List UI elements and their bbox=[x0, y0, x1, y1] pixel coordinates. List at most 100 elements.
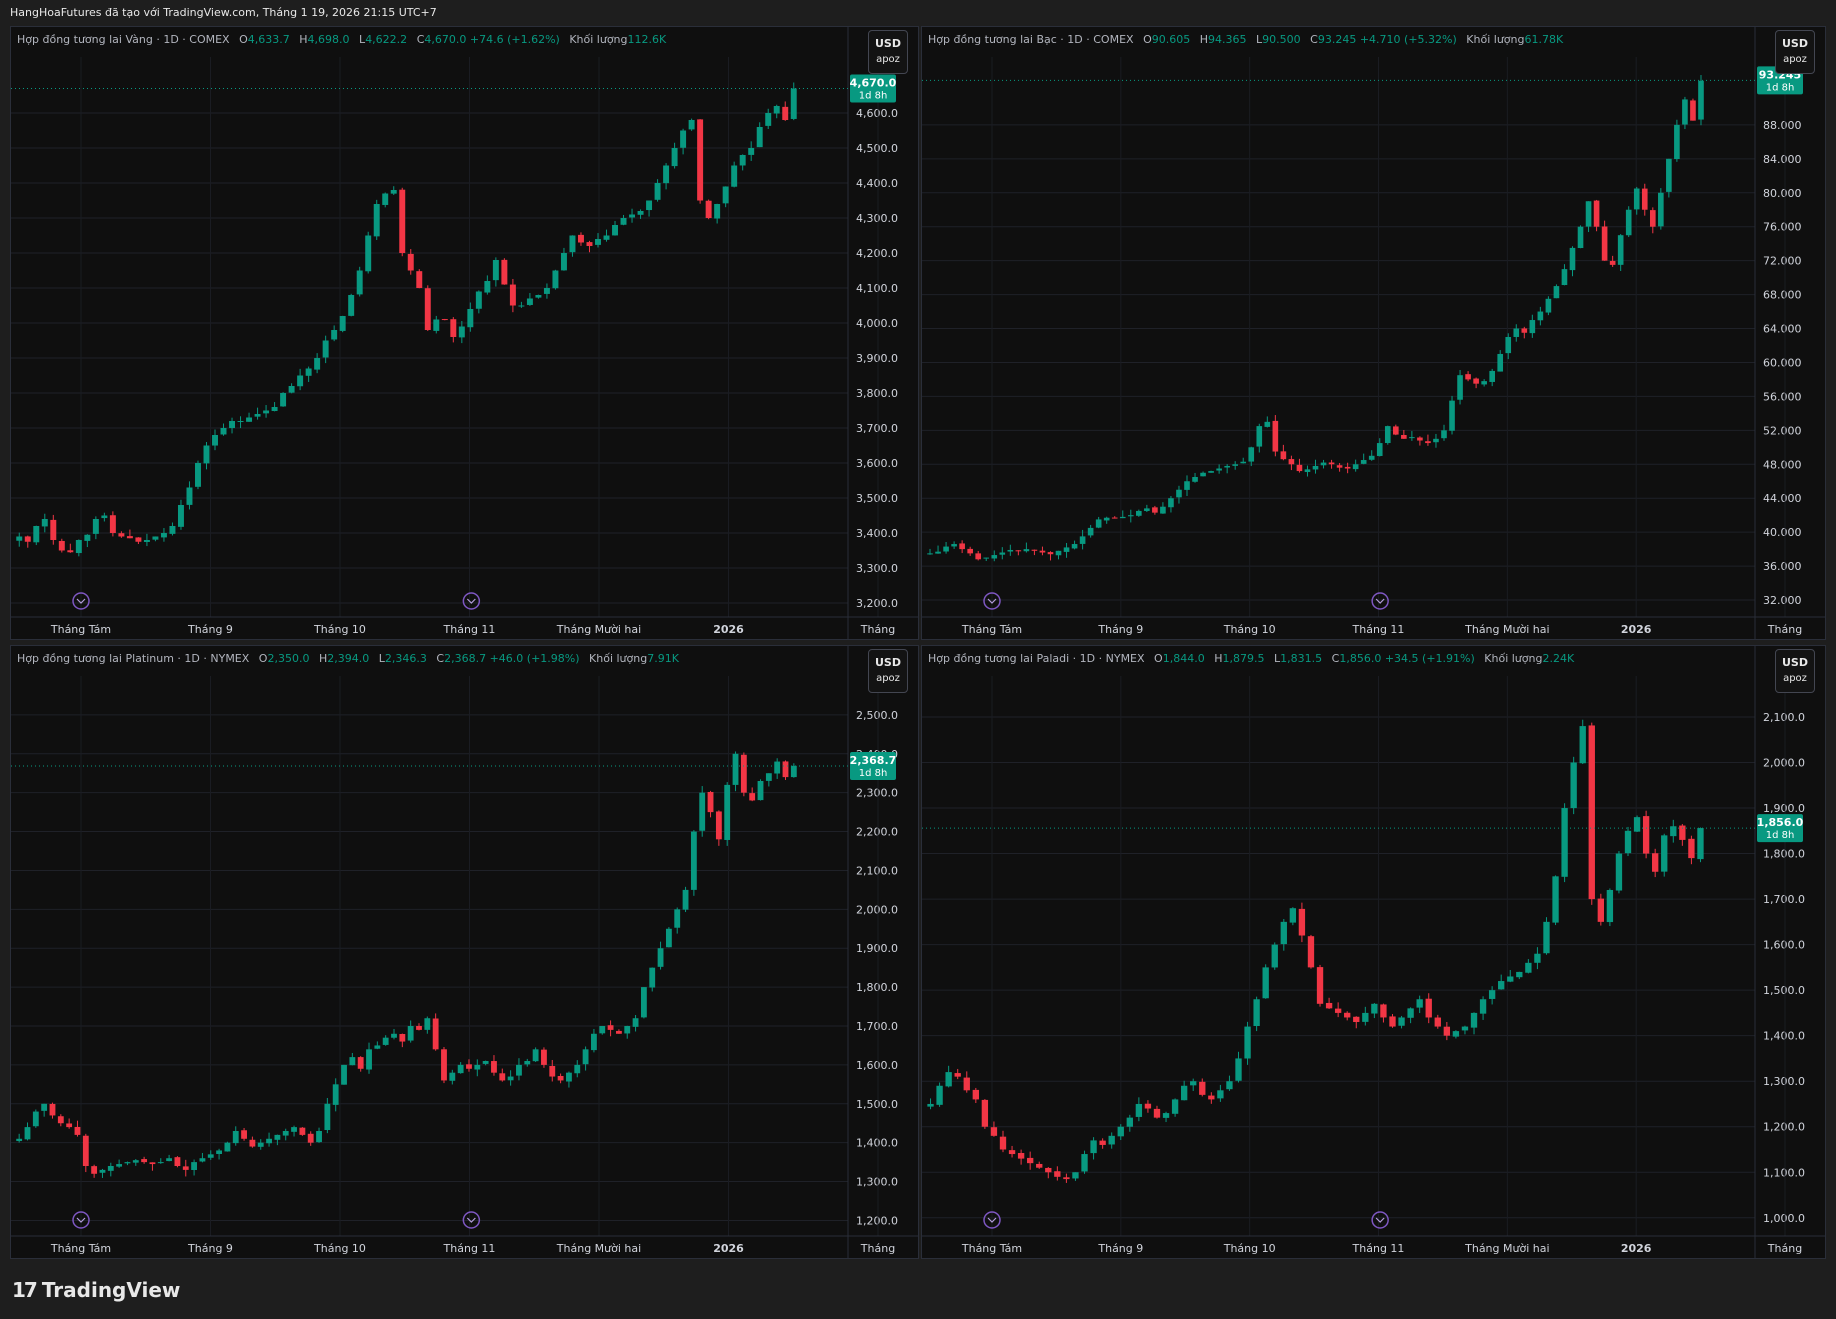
candle bbox=[492, 260, 499, 281]
candle bbox=[1380, 1004, 1387, 1018]
candle bbox=[450, 319, 457, 337]
candle bbox=[1226, 1081, 1233, 1090]
event-marker-icon[interactable] bbox=[462, 592, 481, 610]
currency-button[interactable]: USD apoz bbox=[1775, 30, 1815, 74]
event-marker-icon[interactable] bbox=[983, 592, 1001, 610]
event-marker-icon[interactable] bbox=[983, 1211, 1001, 1229]
candle bbox=[1099, 1140, 1106, 1145]
candle bbox=[1208, 471, 1214, 473]
event-marker-ring bbox=[462, 1211, 481, 1229]
scale-mode-label: apoz bbox=[876, 54, 900, 65]
event-marker-icon[interactable] bbox=[462, 1211, 481, 1229]
candle bbox=[1256, 426, 1263, 447]
candle bbox=[467, 309, 474, 328]
chart-canvas-gold[interactable]: 3,200.0 3,300.0 3,400.0 3,500.0 3,600.0 3,700… bbox=[11, 27, 919, 640]
chart-canvas-palladium[interactable]: 1,000.0 1,100.0 1,200.0 1,300.0 1,400.0 1,500… bbox=[922, 646, 1826, 1259]
y-tick-label: 1,700.0 bbox=[856, 1020, 898, 1033]
candle bbox=[324, 1103, 331, 1130]
candle bbox=[332, 1084, 339, 1105]
candle bbox=[501, 259, 508, 285]
tradingview-logo[interactable]: 17 TradingView bbox=[12, 1278, 180, 1302]
change-value: +74.6 (+1.62%) bbox=[469, 33, 560, 46]
candle bbox=[1119, 516, 1126, 519]
chart-legend: Hợp đồng tương lai Paladi · 1D · NYMEX O… bbox=[928, 652, 1575, 665]
y-tick-label: 3,800.0 bbox=[856, 387, 898, 400]
chart-panel-palladium[interactable]: 1,000.0 1,100.0 1,200.0 1,300.0 1,400.0 1,500… bbox=[921, 645, 1826, 1259]
chart-panel-platinum[interactable]: 1,200.0 1,300.0 1,400.0 1,500.0 1,600.0 1,700… bbox=[10, 645, 919, 1259]
event-marker-icon[interactable] bbox=[1371, 1211, 1389, 1229]
chart-canvas-platinum[interactable]: 1,200.0 1,300.0 1,400.0 1,500.0 1,600.0 1,700… bbox=[11, 646, 919, 1259]
event-marker-ring bbox=[72, 1211, 90, 1229]
candle bbox=[524, 1061, 531, 1065]
candle bbox=[748, 148, 755, 155]
candle bbox=[566, 1072, 572, 1082]
event-marker-icon[interactable] bbox=[72, 1211, 90, 1229]
candle bbox=[299, 1127, 306, 1135]
candle bbox=[543, 288, 550, 294]
chart-panel-silver[interactable]: 32.000 36.000 40.000 44.000 48.000 52.000 56.0… bbox=[921, 26, 1826, 640]
currency-label: USD bbox=[875, 37, 901, 50]
y-tick-label: 1,600.0 bbox=[856, 1059, 898, 1072]
symbol-name[interactable]: Hợp đồng tương lai Bạc · 1D · COMEX bbox=[928, 33, 1134, 46]
candle bbox=[316, 1131, 322, 1143]
candle bbox=[999, 552, 1006, 555]
symbol-name[interactable]: Hợp đồng tương lai Paladi · 1D · NYMEX bbox=[928, 652, 1145, 665]
chart-panel-gold[interactable]: 3,200.0 3,300.0 3,400.0 3,500.0 3,600.0 3,700… bbox=[10, 26, 919, 640]
candle bbox=[1162, 1113, 1170, 1118]
candle bbox=[152, 536, 159, 540]
x-tick-label: Tháng 10 bbox=[313, 623, 366, 636]
candle bbox=[1360, 460, 1367, 464]
event-marker-glyph bbox=[1375, 1217, 1385, 1223]
candle bbox=[1352, 464, 1359, 470]
candle bbox=[1248, 447, 1255, 462]
y-tick-label: 1,700.0 bbox=[1763, 893, 1805, 906]
candle bbox=[1679, 825, 1686, 840]
high-value: 2,394.0 bbox=[327, 652, 370, 665]
candle bbox=[391, 1033, 397, 1038]
candle bbox=[474, 1064, 481, 1070]
candle bbox=[1577, 226, 1584, 249]
x-tick-label: Tháng bbox=[860, 623, 895, 636]
candle bbox=[1425, 441, 1431, 444]
candle bbox=[1690, 100, 1696, 121]
event-marker-icon[interactable] bbox=[72, 592, 90, 610]
symbol-name[interactable]: Hợp đồng tương lai Vàng · 1D · COMEX bbox=[17, 33, 230, 46]
candle bbox=[32, 1111, 39, 1127]
low-value: 1,831.5 bbox=[1280, 652, 1323, 665]
candle bbox=[552, 270, 559, 289]
x-tick-label: Tháng bbox=[1767, 1242, 1802, 1255]
last-price-label-box bbox=[850, 751, 896, 780]
event-marker-icon[interactable] bbox=[1371, 592, 1389, 610]
candle bbox=[1190, 1081, 1197, 1086]
candle bbox=[518, 305, 525, 307]
candle bbox=[433, 319, 440, 331]
y-tick-label: 4,000.0 bbox=[856, 317, 898, 330]
candle bbox=[1652, 853, 1659, 872]
candle bbox=[774, 761, 781, 774]
candle bbox=[1316, 967, 1324, 1004]
candle bbox=[203, 445, 210, 464]
symbol-name[interactable]: Hợp đồng tương lai Platinum · 1D · NYMEX bbox=[17, 652, 250, 665]
chart-canvas-silver[interactable]: 32.000 36.000 40.000 44.000 48.000 52.000 56.0… bbox=[922, 27, 1826, 640]
currency-button[interactable]: USD apoz bbox=[868, 30, 908, 74]
currency-button[interactable]: USD apoz bbox=[1775, 649, 1815, 693]
candle bbox=[731, 165, 738, 187]
candle bbox=[967, 548, 973, 554]
candle bbox=[266, 1138, 272, 1144]
candle bbox=[927, 553, 933, 555]
candle bbox=[1217, 1090, 1224, 1099]
candle bbox=[1244, 1026, 1251, 1059]
candle bbox=[1328, 462, 1335, 465]
candle bbox=[241, 1130, 247, 1139]
low-value: 4,622.2 bbox=[365, 33, 408, 46]
candle bbox=[739, 155, 746, 166]
event-marker-glyph bbox=[76, 1217, 86, 1223]
candle bbox=[457, 1064, 464, 1074]
candle bbox=[1108, 1135, 1115, 1145]
y-tick-label: 3,500.0 bbox=[856, 492, 898, 505]
candle bbox=[1516, 971, 1523, 978]
candle bbox=[509, 284, 516, 306]
currency-button[interactable]: USD apoz bbox=[868, 649, 908, 693]
open-value: 2,350.0 bbox=[267, 652, 310, 665]
chart-legend: Hợp đồng tương lai Bạc · 1D · COMEX O90.… bbox=[928, 33, 1564, 46]
